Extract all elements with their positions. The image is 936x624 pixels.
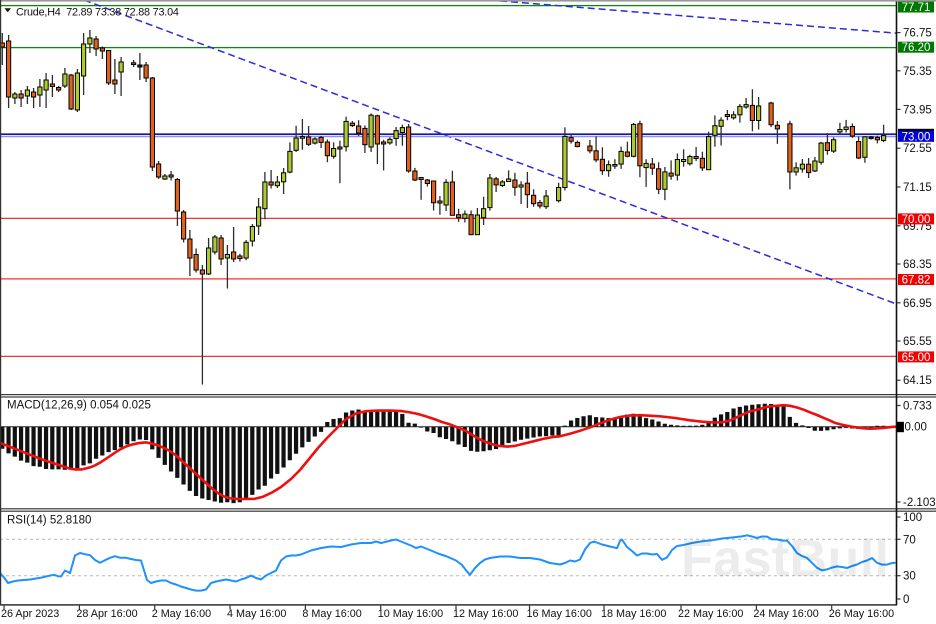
- svg-text:22 May 16:00: 22 May 16:00: [678, 608, 743, 620]
- svg-text:2 May 16:00: 2 May 16:00: [152, 608, 211, 620]
- svg-text:68.35: 68.35: [903, 259, 932, 271]
- svg-text:65.00: 65.00: [902, 352, 931, 364]
- svg-text:70: 70: [903, 534, 916, 546]
- svg-text:0.00: 0.00: [905, 422, 927, 434]
- svg-text:73.00: 73.00: [902, 131, 931, 143]
- svg-text:77.71: 77.71: [902, 2, 931, 14]
- svg-text:FastBull: FastBull: [681, 530, 889, 588]
- svg-text:RSI(14) 52.8180: RSI(14) 52.8180: [7, 515, 91, 527]
- svg-text:-2.103: -2.103: [903, 497, 936, 509]
- svg-text:Crude,H4 72.89 73.38 72.88 73: Crude,H4 72.89 73.38 72.88 73.04: [16, 7, 179, 19]
- svg-text:8 May 16:00: 8 May 16:00: [302, 608, 361, 620]
- svg-text:64.15: 64.15: [903, 375, 932, 387]
- svg-text:30: 30: [903, 571, 916, 583]
- svg-text:26 Apr 2023: 26 Apr 2023: [1, 608, 59, 620]
- svg-text:12 May 16:00: 12 May 16:00: [453, 608, 518, 620]
- svg-text:70.00: 70.00: [902, 214, 931, 226]
- svg-text:18 May 16:00: 18 May 16:00: [601, 608, 666, 620]
- svg-text:10 May 16:00: 10 May 16:00: [378, 608, 443, 620]
- svg-text:0.733: 0.733: [903, 401, 932, 413]
- svg-text:76.75: 76.75: [903, 28, 932, 40]
- svg-text:26 May 16:00: 26 May 16:00: [829, 608, 894, 620]
- svg-text:76.20: 76.20: [902, 42, 931, 54]
- svg-text:72.55: 72.55: [903, 143, 932, 155]
- svg-text:66.95: 66.95: [903, 298, 932, 310]
- svg-text:0: 0: [903, 594, 909, 606]
- svg-text:71.15: 71.15: [903, 182, 932, 194]
- svg-text:73.95: 73.95: [903, 104, 932, 116]
- svg-text:75.35: 75.35: [903, 66, 932, 78]
- svg-text:24 May 16:00: 24 May 16:00: [753, 608, 818, 620]
- svg-text:MACD(12,26,9) 0.054 0.025: MACD(12,26,9) 0.054 0.025: [7, 400, 151, 412]
- svg-text:67.82: 67.82: [902, 275, 931, 287]
- svg-text:65.55: 65.55: [903, 336, 932, 348]
- svg-text:100: 100: [903, 512, 922, 524]
- svg-text:4 May 16:00: 4 May 16:00: [227, 608, 286, 620]
- svg-text:28 Apr 16:00: 28 Apr 16:00: [76, 608, 137, 620]
- svg-text:16 May 16:00: 16 May 16:00: [527, 608, 592, 620]
